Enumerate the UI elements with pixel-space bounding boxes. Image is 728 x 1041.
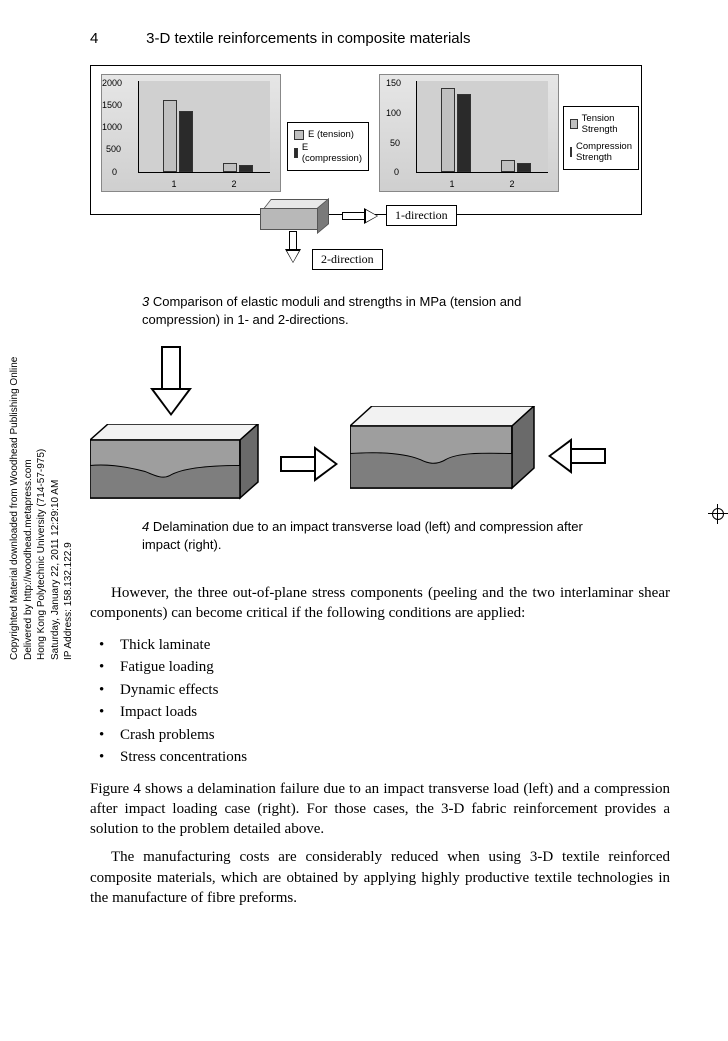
list-item: Fatigue loading	[90, 656, 670, 679]
bar-compression-2	[517, 163, 531, 172]
list-item: Thick laminate	[90, 634, 670, 657]
direction-1-label: 1-direction	[386, 205, 457, 226]
sidebar-line: Delivered by http://woodhead.metapress.c…	[23, 459, 34, 660]
xtick: 1	[171, 179, 176, 189]
delamination-block-left	[90, 424, 260, 508]
bar-e-tension-2	[223, 163, 237, 172]
running-head: 4 3-D textile reinforcements in composit…	[90, 30, 670, 47]
paragraph: Figure 4 shows a delamination failure du…	[90, 779, 670, 840]
page-content: 4 3-D textile reinforcements in composit…	[90, 30, 670, 908]
list-item: Impact loads	[90, 701, 670, 724]
figure-3: 0 500 1000 1500 2000 1 2 E (tension) E (…	[90, 65, 642, 215]
paragraph: However, the three out-of-plane stress c…	[90, 583, 670, 624]
fig3-chart-strength: 0 50 100 150 1 2	[379, 74, 559, 192]
ytick: 0	[394, 167, 399, 177]
condition-list: Thick laminate Fatigue loading Dynamic e…	[90, 634, 670, 769]
body-text: However, the three out-of-plane stress c…	[90, 583, 670, 908]
bar-e-compression-2	[239, 165, 253, 172]
sidebar-line: Saturday, January 22, 2011 12:29:10 AM	[50, 480, 61, 660]
fig3-directions: 1-direction 2-direction	[90, 215, 642, 285]
figure-3-caption: 3 Comparison of elastic moduli and stren…	[142, 293, 602, 328]
bar-tension-1	[441, 88, 455, 172]
caption-number: 3	[142, 294, 149, 309]
legend-label: E (tension)	[308, 129, 354, 140]
impact-arrow-icon	[150, 346, 192, 418]
legend-label: Compression Strength	[576, 141, 632, 163]
direction-cube-icon	[260, 199, 332, 231]
fig3-legend-right: Tension Strength Compression Strength	[563, 106, 639, 170]
direction-2-label: 2-direction	[312, 249, 383, 270]
sidebar-metadata: Copyrighted Material downloaded from Woo…	[8, 357, 76, 660]
sidebar-line: Hong Kong Polytechnic University (714-57…	[36, 449, 47, 660]
fig3-legend-left: E (tension) E (compression)	[287, 122, 369, 171]
ytick: 150	[386, 78, 401, 88]
list-item: Dynamic effects	[90, 679, 670, 702]
crop-mark-icon	[708, 504, 728, 524]
paragraph: The manufacturing costs are considerably…	[90, 847, 670, 908]
chart-area	[416, 81, 548, 173]
ytick: 1500	[102, 100, 122, 110]
running-title: 3-D textile reinforcements in composite …	[146, 30, 470, 47]
bar-e-compression-1	[179, 111, 193, 172]
arrow-down-icon	[286, 231, 300, 265]
bar-compression-1	[457, 94, 471, 172]
ytick: 50	[390, 138, 400, 148]
bar-tension-2	[501, 160, 515, 172]
delamination-block-right	[350, 406, 536, 498]
ytick: 100	[386, 108, 401, 118]
sidebar-line: Copyrighted Material downloaded from Woo…	[9, 357, 20, 660]
xtick: 1	[449, 179, 454, 189]
xtick: 2	[231, 179, 236, 189]
figure-4	[90, 346, 642, 546]
page-number: 4	[90, 30, 142, 47]
legend-label: E (compression)	[302, 142, 362, 164]
arrow-right-icon	[280, 446, 340, 482]
sidebar-line: IP Address: 158.132.122.9	[63, 542, 74, 660]
ytick: 2000	[102, 78, 122, 88]
caption-text: Comparison of elastic moduli and strengt…	[142, 294, 521, 327]
ytick: 1000	[102, 122, 122, 132]
fig3-chart-moduli: 0 500 1000 1500 2000 1 2	[101, 74, 281, 192]
ytick: 500	[106, 144, 121, 154]
arrow-left-icon	[546, 438, 606, 474]
arrow-right-icon	[342, 209, 380, 223]
bar-e-tension-1	[163, 100, 177, 172]
legend-label: Tension Strength	[582, 113, 632, 135]
list-item: Stress concentrations	[90, 746, 670, 769]
ytick: 0	[112, 167, 117, 177]
xtick: 2	[509, 179, 514, 189]
list-item: Crash problems	[90, 724, 670, 747]
chart-area	[138, 81, 270, 173]
